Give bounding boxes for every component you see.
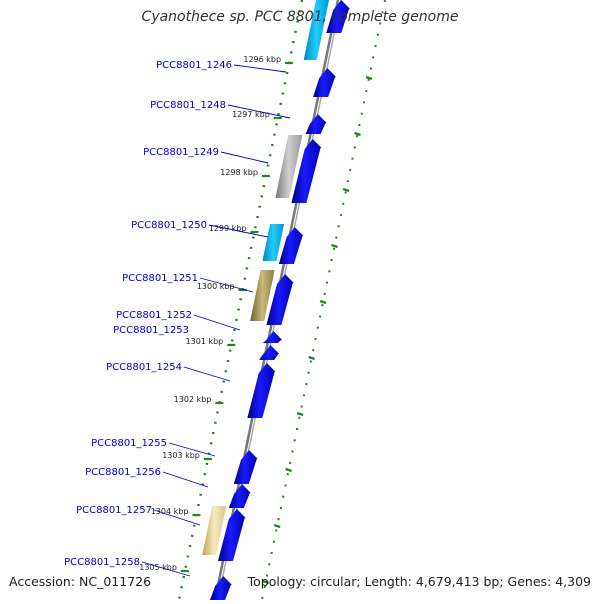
gene-arrow-forward[interactable] [228,484,251,508]
topology-summary: Topology: circular; Length: 4,679,413 bp… [247,574,591,589]
label-leader-line [153,509,201,526]
gene-arrow-forward[interactable] [278,227,304,264]
gene-label-pcc8801_1253[interactable]: PCC8801_1253 [113,325,189,336]
gene-arrow-cyan[interactable] [262,224,285,261]
label-leader-line [220,151,269,164]
label-leader-line [168,442,216,457]
label-leader-line [162,471,209,488]
kbp-tick-label: 1304 kbp [151,507,189,516]
gene-arrow-forward[interactable] [247,363,276,418]
kbp-tick-label: 1297 kbp [232,110,270,119]
label-leader-line [233,64,287,73]
gene-arrow-forward[interactable] [210,576,232,600]
ruler-mark [365,75,373,81]
kbp-tick-label: 1303 kbp [162,451,200,460]
kbp-tick-label: 1296 kbp [243,55,281,64]
gene-label-pcc8801_1246[interactable]: PCC8801_1246 [156,60,232,71]
ruler-mark [262,579,270,585]
label-leader-line [141,561,191,577]
label-leader-line [193,314,241,331]
label-leader-line [227,104,291,119]
ruler-mark [296,411,304,417]
label-leader-line [183,366,231,382]
ruler-mark [354,131,361,137]
kbp-tick-label: 1298 kbp [220,168,258,177]
gene-arrow-forward[interactable] [259,345,280,360]
gene-label-pcc8801_1255[interactable]: PCC8801_1255 [91,438,167,449]
tick-track-left [177,0,304,601]
gene-arrow-forward[interactable] [313,68,337,97]
gene-arrow-forward[interactable] [326,0,350,33]
gene-arrow-cyan[interactable] [303,0,329,60]
ruler-mark [273,523,281,529]
gene-label-pcc8801_1248[interactable]: PCC8801_1248 [150,100,226,111]
ruler-mark [308,355,316,361]
ruler-mark [285,467,293,473]
gene-arrow-gray[interactable] [275,135,303,198]
gene-label-pcc8801_1251[interactable]: PCC8801_1251 [122,273,198,284]
gene-label-pcc8801_1252[interactable]: PCC8801_1252 [116,310,192,321]
ruler-mark [342,187,350,193]
accession-label: Accession: NC_011726 [9,574,152,589]
ruler-mark [319,299,327,305]
kbp-tick-label: 1302 kbp [174,395,212,404]
kbp-tick-label: 1305 kbp [139,563,177,572]
gene-arrow-forward[interactable] [291,139,322,203]
gene-label-pcc8801_1250[interactable]: PCC8801_1250 [131,220,207,231]
label-leader-line [199,277,254,293]
gene-label-pcc8801_1258[interactable]: PCC8801_1258 [64,557,140,568]
kbp-tick-label: 1300 kbp [197,282,235,291]
genome-title: Cyanothece sp. PCC 8801, complete genome [141,9,459,25]
gene-label-pcc8801_1256[interactable]: PCC8801_1256 [85,467,161,478]
gene-arrow-yellow[interactable] [202,506,227,555]
gene-label-pcc8801_1249[interactable]: PCC8801_1249 [143,147,219,158]
gene-label-pcc8801_1254[interactable]: PCC8801_1254 [106,362,182,373]
gene-arrow-forward[interactable] [305,114,327,134]
label-leader-line [208,224,269,238]
gene-arrow-olive[interactable] [250,270,275,321]
gene-arrow-forward[interactable] [217,509,246,561]
gene-arrow-forward[interactable] [262,331,283,343]
gene-arrow-forward[interactable] [233,450,258,484]
kbp-tick-label: 1301 kbp [186,337,224,346]
ruler-mark [331,243,338,249]
gene-arrow-forward[interactable] [266,274,294,325]
gene-label-pcc8801_1257[interactable]: PCC8801_1257 [76,505,152,516]
